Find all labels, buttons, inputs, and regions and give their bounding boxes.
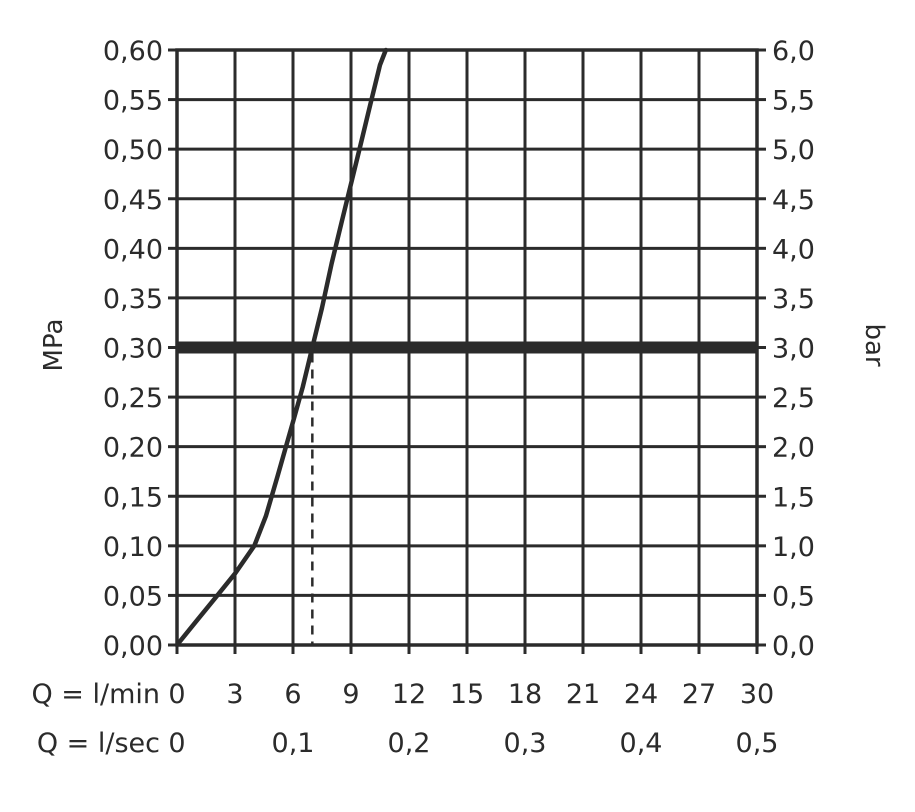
y2-tick-label-bar: 0,0: [772, 631, 815, 662]
y-tick-label-mpa: 0,10: [103, 532, 163, 563]
flow-pressure-curve: [174, 47, 389, 648]
x-tick-label-lmin: 21: [566, 679, 600, 710]
y-tick-label-mpa: 0,55: [103, 86, 163, 117]
x-tick-label-lmin: 30: [740, 679, 774, 710]
x-row-label-lmin: Q = l/min: [31, 679, 160, 710]
y-tick-label-mpa: 0,25: [103, 383, 163, 414]
y2-tick-label-bar: 3,5: [772, 284, 815, 315]
x-row-label-lsec: Q = l/sec: [37, 728, 160, 759]
y2-tick-label-bar: 2,0: [772, 433, 815, 464]
y2-tick-label-bar: 3,0: [772, 334, 815, 365]
y-tick-label-mpa: 0,20: [103, 433, 163, 464]
reference-layer: [177, 341, 757, 645]
y2-tick-label-bar: 4,5: [772, 185, 815, 216]
y2-tick-label-bar: 4,0: [772, 234, 815, 265]
curve-layer: [174, 47, 389, 648]
x-tick-label-lmin: 18: [508, 679, 542, 710]
tick-labels: 0,000,050,100,150,200,250,300,350,400,45…: [103, 36, 815, 759]
y2-tick-label-bar: 1,5: [772, 482, 815, 513]
axes: [168, 48, 766, 654]
y2-tick-label-bar: 2,5: [772, 383, 815, 414]
x-tick-label-lmin: 9: [342, 679, 359, 710]
x-tick-label-lmin: 15: [450, 679, 484, 710]
y-tick-label-mpa: 0,60: [103, 36, 163, 67]
y2-axis-title-bar: bar: [859, 323, 889, 366]
y2-tick-label-bar: 5,0: [772, 135, 815, 166]
y-tick-label-mpa: 0,45: [103, 185, 163, 216]
y2-tick-label-bar: 6,0: [772, 36, 815, 67]
y-tick-label-mpa: 0,00: [103, 631, 163, 662]
x-tick-label-lsec: 0,5: [736, 728, 779, 759]
x-tick-label-lmin: 6: [284, 679, 301, 710]
x-tick-label-lmin: 12: [392, 679, 426, 710]
y2-tick-label-bar: 1,0: [772, 532, 815, 563]
x-tick-label-lsec: 0,4: [620, 728, 663, 759]
x-tick-label-lmin: 24: [624, 679, 658, 710]
y2-tick-label-bar: 0,5: [772, 581, 815, 612]
y-tick-label-mpa: 0,50: [103, 135, 163, 166]
y-tick-label-mpa: 0,15: [103, 482, 163, 513]
x-tick-label-lmin: 0: [168, 679, 185, 710]
y-tick-label-mpa: 0,40: [103, 234, 163, 265]
x-tick-label-lsec: 0,1: [272, 728, 315, 759]
x-tick-label-lmin: 3: [226, 679, 243, 710]
y-tick-label-mpa: 0,30: [103, 334, 163, 365]
x-tick-label-lsec: 0,2: [388, 728, 431, 759]
x-tick-label-lmin: 27: [682, 679, 716, 710]
x-tick-label-lsec: 0: [168, 728, 185, 759]
y-tick-label-mpa: 0,35: [103, 284, 163, 315]
y2-tick-label-bar: 5,5: [772, 86, 815, 117]
y-tick-label-mpa: 0,05: [103, 581, 163, 612]
y-axis-title-mpa: MPa: [39, 319, 69, 372]
x-tick-label-lsec: 0,3: [504, 728, 547, 759]
